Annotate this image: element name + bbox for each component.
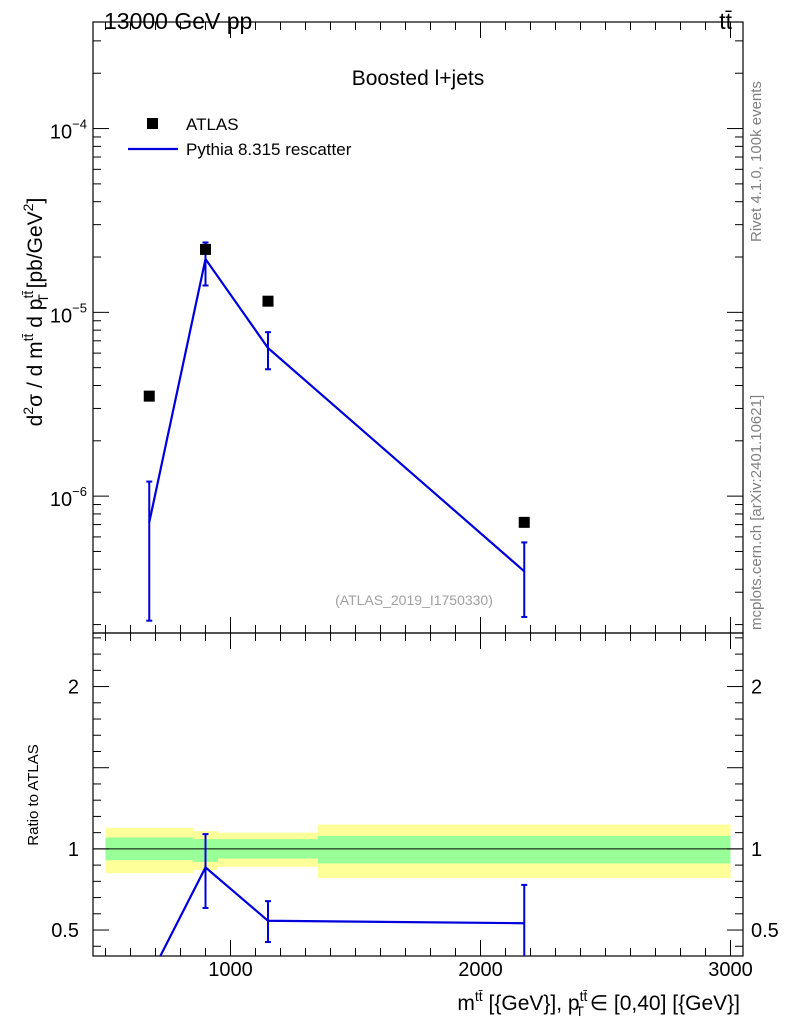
legend-pythia-label: Pythia 8.315 rescatter <box>186 140 352 159</box>
main-y-axis-label: d2σ / d mtt̄ d ptt̄T [pb/GeV2] <box>20 198 51 427</box>
ratio-tick-right-0.5: 0.5 <box>751 920 779 942</box>
analysis-id-watermark: (ATLAS_2019_I1750330) <box>335 592 493 608</box>
ratio-tick-right-2: 2 <box>751 677 762 699</box>
ratio-tick-left-1: 1 <box>68 839 79 861</box>
y-tick-label-1e-4: 10−4 <box>50 117 87 144</box>
axis-ticks <box>93 22 743 956</box>
ratio-tick-right-1: 1 <box>751 839 762 861</box>
x-tick-label-3000: 3000 <box>708 959 753 981</box>
rivet-version-note: Rivet 4.1.0, 100k events <box>748 81 765 242</box>
y-tick-label-1e-6: 10−6 <box>50 484 87 511</box>
x-tick-labels: 1000 2000 3000 <box>208 959 753 981</box>
main-panel-series <box>143 241 530 622</box>
pythia-ratio-line <box>159 865 525 956</box>
legend-atlas-marker <box>147 118 158 129</box>
main-y-tick-labels: 10−6 10−5 10−4 <box>50 117 87 512</box>
ratio-tick-left-2: 2 <box>68 677 79 699</box>
mcplots-source-note: mcplots.cern.ch [arXiv:2401.10621] <box>748 394 765 630</box>
atlas-data-point <box>143 390 155 402</box>
ratio-uncertainty-bands <box>105 824 731 879</box>
x-tick-label-2000: 2000 <box>458 959 503 981</box>
legend: ATLAS Pythia 8.315 rescatter <box>128 115 352 159</box>
chart-title: Boosted l+jets <box>352 67 485 90</box>
band-inner <box>318 835 731 864</box>
header-process: 13000 GeV pp <box>104 8 252 34</box>
atlas-data-point <box>518 516 530 528</box>
legend-atlas-label: ATLAS <box>186 115 239 134</box>
x-axis-label: mtt̄ [{GeV}], ptt̄ T ∈ [0,40] [{GeV}] <box>457 988 740 1019</box>
ratio-y-tick-labels: 0.5 1 2 0.5 1 2 <box>51 677 779 942</box>
ratio-tick-left-0.5: 0.5 <box>51 920 79 942</box>
atlas-data-point <box>200 243 211 255</box>
header-final-state: tt̄ <box>719 8 732 34</box>
y-tick-label-1e-5: 10−5 <box>50 300 87 327</box>
x-tick-label-1000: 1000 <box>208 959 253 981</box>
atlas-data-point <box>262 295 274 307</box>
pythia-line <box>148 256 525 573</box>
ratio-panel-series <box>159 833 528 956</box>
ratio-panel-frame <box>92 632 744 957</box>
ratio-y-axis-label: Ratio to ATLAS <box>25 744 42 845</box>
